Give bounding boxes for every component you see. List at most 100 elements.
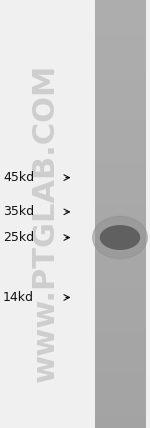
Bar bbox=[94, 265, 146, 268]
Bar bbox=[94, 100, 146, 103]
Bar bbox=[94, 154, 146, 156]
Bar bbox=[94, 421, 146, 424]
Bar bbox=[94, 158, 146, 160]
Bar bbox=[94, 398, 146, 400]
Bar bbox=[94, 344, 146, 347]
Bar bbox=[94, 66, 146, 68]
Bar bbox=[94, 323, 146, 325]
Bar bbox=[94, 361, 146, 364]
Bar bbox=[94, 293, 146, 295]
Bar bbox=[94, 282, 146, 285]
Bar bbox=[94, 104, 146, 107]
Bar bbox=[94, 248, 146, 250]
Bar bbox=[94, 128, 146, 131]
Bar bbox=[94, 331, 146, 334]
Bar bbox=[94, 109, 146, 111]
Bar bbox=[94, 359, 146, 362]
Bar bbox=[94, 53, 146, 56]
Bar bbox=[94, 57, 146, 60]
Bar bbox=[94, 306, 146, 308]
Bar bbox=[94, 259, 146, 261]
Bar bbox=[94, 134, 146, 137]
Bar bbox=[94, 19, 146, 21]
Bar bbox=[94, 383, 146, 385]
Bar bbox=[94, 81, 146, 83]
Bar bbox=[94, 122, 146, 124]
Bar bbox=[94, 321, 146, 323]
Bar bbox=[94, 179, 146, 182]
Bar bbox=[94, 417, 146, 419]
Bar bbox=[94, 312, 146, 315]
Bar bbox=[94, 160, 146, 163]
Bar bbox=[94, 205, 146, 208]
Bar bbox=[94, 0, 146, 2]
Bar bbox=[94, 288, 146, 291]
Bar bbox=[94, 214, 146, 216]
Bar bbox=[94, 30, 146, 32]
Bar bbox=[94, 380, 146, 383]
Bar bbox=[94, 98, 146, 101]
Bar bbox=[94, 346, 146, 349]
Bar bbox=[94, 94, 146, 96]
Bar bbox=[94, 12, 146, 15]
Bar bbox=[94, 233, 146, 235]
Bar bbox=[94, 340, 146, 342]
Bar bbox=[94, 368, 146, 370]
Bar bbox=[94, 291, 146, 293]
Bar bbox=[94, 102, 146, 105]
Bar bbox=[94, 85, 146, 88]
Bar bbox=[94, 353, 146, 355]
Bar bbox=[94, 62, 146, 64]
Bar bbox=[94, 370, 146, 372]
Bar bbox=[94, 15, 146, 17]
Bar bbox=[94, 175, 146, 178]
Bar bbox=[94, 316, 146, 319]
Bar bbox=[94, 244, 146, 246]
Bar bbox=[94, 32, 146, 34]
Bar bbox=[94, 207, 146, 210]
Bar bbox=[94, 269, 146, 272]
Bar bbox=[94, 278, 146, 280]
Bar bbox=[94, 68, 146, 71]
Bar bbox=[94, 239, 146, 242]
Bar bbox=[94, 145, 146, 148]
Bar bbox=[94, 389, 146, 392]
Bar bbox=[94, 363, 146, 366]
Bar bbox=[94, 295, 146, 297]
Bar bbox=[94, 314, 146, 317]
Bar bbox=[94, 254, 146, 257]
Bar bbox=[94, 372, 146, 374]
Bar bbox=[94, 256, 146, 259]
Bar bbox=[94, 184, 146, 186]
Bar bbox=[94, 209, 146, 212]
Bar bbox=[94, 355, 146, 357]
Bar bbox=[94, 402, 146, 404]
Bar bbox=[94, 391, 146, 394]
Bar bbox=[94, 425, 146, 428]
Bar bbox=[94, 408, 146, 411]
Bar bbox=[94, 23, 146, 26]
Bar bbox=[94, 42, 146, 45]
Bar bbox=[94, 188, 146, 190]
Text: 25kd: 25kd bbox=[3, 231, 34, 244]
Bar bbox=[94, 303, 146, 306]
Bar bbox=[94, 126, 146, 128]
Text: 14kd: 14kd bbox=[3, 291, 34, 304]
Bar bbox=[94, 246, 146, 248]
Bar bbox=[94, 357, 146, 360]
Bar bbox=[94, 10, 146, 13]
Bar bbox=[94, 366, 146, 368]
Bar bbox=[94, 181, 146, 184]
Bar bbox=[94, 34, 146, 36]
Bar bbox=[94, 199, 146, 201]
Bar bbox=[94, 64, 146, 66]
Bar bbox=[94, 21, 146, 24]
Bar bbox=[94, 404, 146, 407]
Bar bbox=[94, 40, 146, 43]
Bar bbox=[94, 222, 146, 225]
Bar bbox=[94, 147, 146, 150]
Bar bbox=[94, 111, 146, 113]
Bar bbox=[94, 132, 146, 135]
Bar bbox=[94, 286, 146, 289]
Bar bbox=[94, 143, 146, 146]
